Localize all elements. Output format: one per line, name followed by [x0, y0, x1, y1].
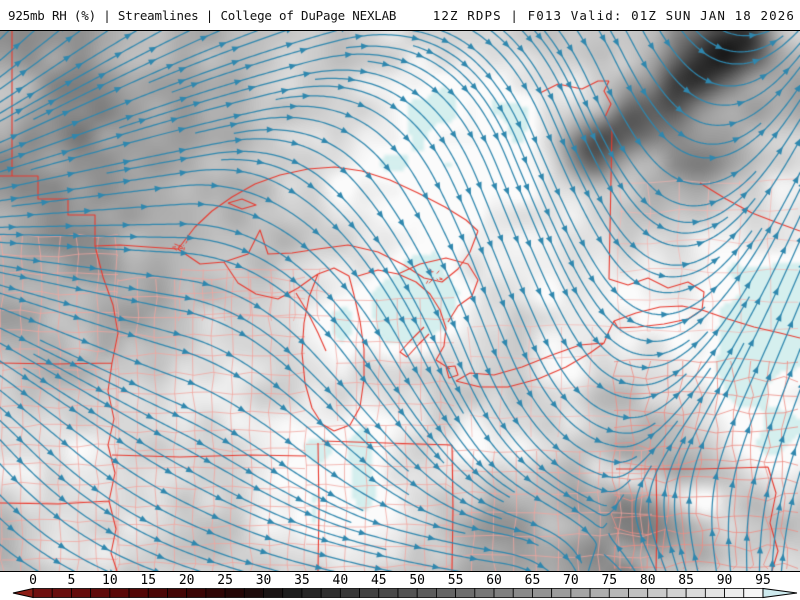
colorbar-tick-label: 25 [217, 573, 233, 588]
colorbar-cell [455, 588, 476, 598]
colorbar-cell [51, 588, 72, 598]
map-area [0, 30, 800, 572]
colorbar-cell [359, 588, 380, 598]
colorbar-tick-label: 75 [601, 573, 618, 588]
colorbar-cell [109, 588, 130, 598]
colorbar-cell [320, 588, 341, 598]
colorbar-cell [378, 588, 399, 598]
colorbar-tick-label: 5 [67, 573, 76, 588]
colorbar-tick-label: 20 [178, 573, 195, 588]
colorbar-cell [704, 588, 725, 598]
colorbar-tick-label: 10 [102, 573, 118, 588]
colorbar-cell [205, 588, 226, 598]
colorbar-tick-label: 60 [486, 573, 502, 588]
colorbar-cell [436, 588, 457, 598]
colorbar: 0 5 10 15 20 25 30 35 40 45 50 55 60 65 70 75 80 85 90 95 [0, 572, 800, 600]
colorbar-left-arrow [12, 587, 34, 599]
colorbar-cell [32, 588, 53, 598]
colorbar-tick-label: 15 [140, 573, 157, 588]
colorbar-scale [12, 587, 798, 599]
colorbar-cell [589, 588, 610, 598]
colorbar-right-arrow [762, 587, 798, 599]
colorbar-tick-label: 50 [409, 573, 426, 588]
colorbar-cell [167, 588, 188, 598]
colorbar-cell [570, 588, 591, 598]
colorbar-tick-label: 35 [294, 573, 310, 588]
colorbar-tick-label: 40 [332, 573, 349, 588]
colorbar-cell [186, 588, 207, 598]
model-run-info: 12Z RDPS | F013 Valid: 01Z SUN JAN 18 20… [432, 7, 795, 23]
colorbar-cell [685, 588, 706, 598]
colorbar-cell [397, 588, 418, 598]
colorbar-cell [282, 588, 303, 598]
colorbar-cell [224, 588, 245, 598]
colorbar-cell [647, 588, 668, 598]
colorbar-tick-label: 90 [716, 573, 733, 588]
colorbar-tick-label: 55 [447, 573, 464, 588]
colorbar-cell [128, 588, 149, 598]
colorbar-cell [628, 588, 649, 598]
title-bar: 925mb RH (%) | Streamlines | College of … [0, 0, 800, 30]
colorbar-cell [551, 588, 572, 598]
colorbar-cell [474, 588, 495, 598]
colorbar-tick-label: 70 [563, 573, 579, 588]
colorbar-cell [71, 588, 92, 598]
colorbar-cell [243, 588, 264, 598]
colorbar-tick-label: 0 [29, 573, 37, 588]
colorbar-cell [301, 588, 322, 598]
colorbar-cell [493, 588, 514, 598]
colorbar-cell [339, 588, 360, 598]
colorbar-tick-label: 30 [255, 573, 272, 588]
colorbar-tick-label: 80 [639, 573, 656, 588]
colorbar-tick-label: 85 [678, 573, 694, 588]
weather-map-canvas [0, 31, 800, 571]
colorbar-cell [743, 588, 764, 598]
colorbar-tick-label: 45 [370, 573, 387, 588]
colorbar-tick-label: 95 [755, 573, 771, 588]
colorbar-cell [147, 588, 168, 598]
product-title: 925mb RH (%) | Streamlines | College of … [8, 7, 397, 23]
colorbar-cell [416, 588, 437, 598]
colorbar-cell [666, 588, 687, 598]
colorbar-cell [512, 588, 533, 598]
colorbar-cell [263, 588, 284, 598]
colorbar-cell [90, 588, 111, 598]
colorbar-tick-label: 65 [524, 573, 541, 588]
colorbar-cell [532, 588, 553, 598]
colorbar-cell [608, 588, 629, 598]
colorbar-cell [724, 588, 745, 598]
